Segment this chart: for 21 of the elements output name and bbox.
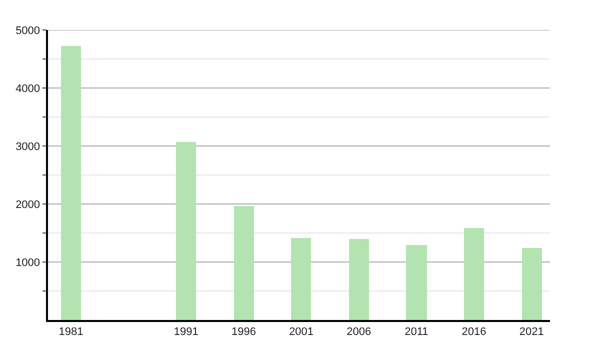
- bar: [176, 142, 196, 320]
- y-tick-label: 4000: [16, 82, 40, 95]
- y-tick-label: 5000: [16, 24, 40, 37]
- x-tick-label: 2016: [462, 326, 486, 338]
- bar: [464, 228, 484, 320]
- bar: [522, 248, 542, 320]
- bar: [291, 238, 311, 320]
- x-tick-label: 2001: [289, 326, 314, 338]
- x-tick-label: 2006: [346, 326, 372, 338]
- x-tick-label: 1996: [231, 326, 256, 338]
- x-tick-label: 2021: [519, 326, 544, 338]
- x-tick-label: 1991: [174, 326, 198, 338]
- x-tick-label: 1981: [58, 326, 84, 338]
- bar: [406, 245, 427, 320]
- bar: [349, 239, 369, 320]
- y-tick-label: 1000: [16, 256, 40, 269]
- y-tick-label: 2000: [16, 198, 40, 211]
- y-tick-label: 3000: [16, 140, 40, 153]
- bar: [234, 206, 254, 320]
- x-tick-label: 2011: [404, 326, 428, 338]
- bar: [61, 46, 81, 320]
